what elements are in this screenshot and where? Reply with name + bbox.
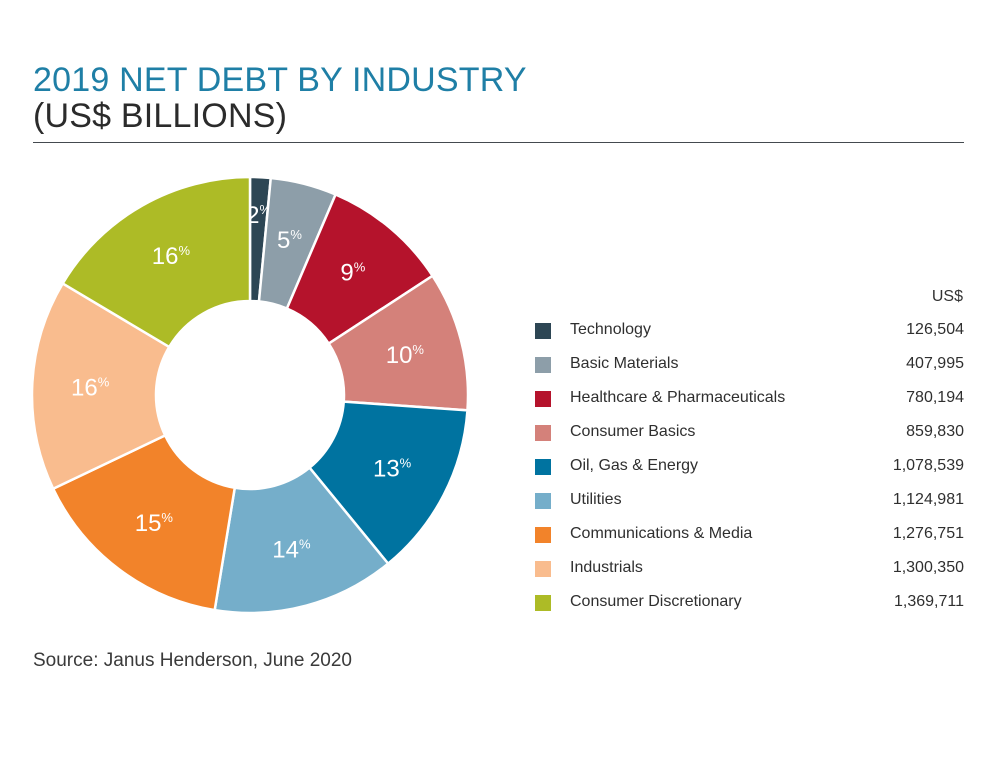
legend-label: Healthcare & Pharmaceuticals	[570, 389, 786, 406]
legend-value: 1,078,539	[892, 457, 964, 474]
legend-swatch	[535, 595, 551, 611]
legend-value: 407,995	[906, 355, 964, 372]
donut-slice-percent-label: 14%	[272, 537, 311, 564]
donut-slice-consumer-discretionary	[60, 175, 252, 349]
legend-label: Technology	[570, 321, 651, 338]
legend-value: 1,276,751	[892, 525, 964, 542]
chart-title: 2019 NET DEBT BY INDUSTRY	[33, 61, 527, 99]
donut-slice-percent-label: 13%	[373, 456, 412, 483]
legend-swatch	[535, 527, 551, 543]
title-divider	[33, 142, 964, 143]
legend-item: Basic Materials 407,995	[535, 349, 964, 383]
legend-label: Utilities	[570, 491, 622, 508]
donut-chart: 2%5%9%10%13%14%15%16%16%	[30, 175, 470, 615]
legend-value: 1,124,981	[892, 491, 964, 508]
source-note: Source: Janus Henderson, June 2020	[33, 650, 352, 671]
legend-swatch	[535, 425, 551, 441]
donut-slice-oil-gas-energy	[307, 400, 469, 566]
donut-slice-industrials	[30, 281, 171, 491]
legend-label: Consumer Discretionary	[570, 593, 742, 610]
legend-swatch	[535, 459, 551, 475]
legend-item: Communications & Media 1,276,751	[535, 519, 964, 553]
donut-slice-percent-label: 10%	[386, 342, 425, 369]
legend-value: 1,300,350	[892, 559, 964, 576]
legend-item: Oil, Gas & Energy 1,078,539	[535, 451, 964, 485]
donut-slice-percent-label: 9%	[340, 259, 365, 286]
donut-slice-percent-label: 16%	[71, 375, 110, 402]
legend-item: Consumer Discretionary 1,369,711	[535, 587, 964, 621]
legend-swatch	[535, 357, 551, 373]
legend-item: Consumer Basics 859,830	[535, 417, 964, 451]
legend-swatch	[535, 561, 551, 577]
legend-label: Basic Materials	[570, 355, 679, 372]
legend-value: 126,504	[906, 321, 964, 338]
legend-value: 1,369,711	[894, 593, 964, 610]
donut-slice-percent-label: 15%	[135, 510, 174, 537]
donut-slice-utilities	[213, 465, 390, 615]
legend-swatch	[535, 323, 551, 339]
chart-legend: Technology 126,504 Basic Materials 407,995 H…	[535, 315, 964, 621]
legend-item: Technology 126,504	[535, 315, 964, 349]
legend-value: 859,830	[906, 423, 964, 440]
legend-value: 780,194	[906, 389, 964, 406]
donut-slice-communications-media	[51, 433, 237, 612]
donut-slice-percent-label: 16%	[152, 243, 191, 270]
legend-label: Oil, Gas & Energy	[570, 457, 699, 474]
legend-label: Consumer Basics	[570, 423, 696, 440]
donut-slice-percent-label: 5%	[277, 227, 302, 254]
legend-item: Industrials 1,300,350	[535, 553, 964, 587]
chart-subtitle: (US$ BILLIONS)	[33, 97, 288, 135]
legend-swatch	[535, 493, 551, 509]
legend-label: Communications & Media	[570, 525, 753, 542]
legend-swatch	[535, 391, 551, 407]
legend-item: Healthcare & Pharmaceuticals 780,194	[535, 383, 964, 417]
legend-item: Utilities 1,124,981	[535, 485, 964, 519]
legend-label: Industrials	[570, 559, 643, 576]
legend-unit-header: US$	[931, 288, 963, 305]
